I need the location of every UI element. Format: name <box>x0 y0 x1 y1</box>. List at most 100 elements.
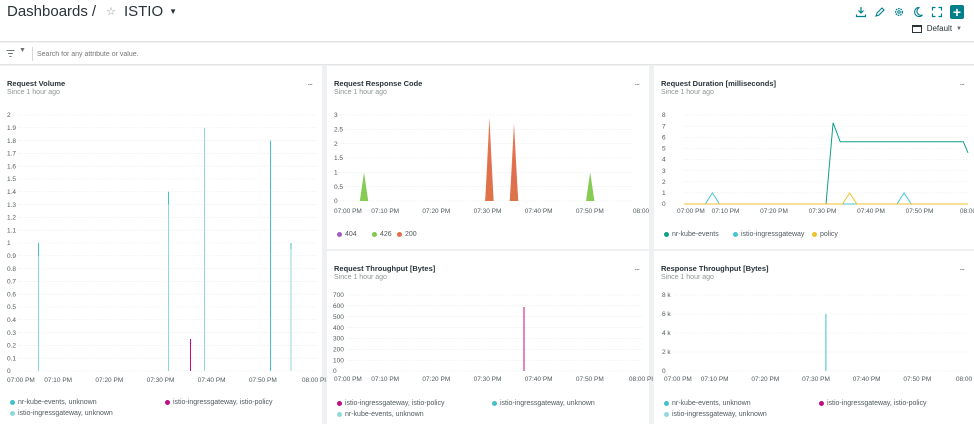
y-tick-label: 1 <box>7 240 11 247</box>
more-options-icon[interactable]: ... <box>959 77 964 87</box>
y-tick-label: 1.7 <box>7 151 16 158</box>
caret-down-icon[interactable]: ▼ <box>169 7 178 16</box>
download-icon[interactable] <box>853 4 868 19</box>
legend-item[interactable]: istio-ingressgateway, istio-policy <box>337 400 444 407</box>
legend-dot-icon <box>819 401 824 406</box>
y-tick-label: 2 k <box>662 349 671 356</box>
breadcrumb: Dashboards / ☆ ISTIO ▼ <box>7 3 177 20</box>
y-tick-label: 300 <box>333 336 344 343</box>
legend-label: istio-ingressgateway, unknown <box>672 411 767 418</box>
legend-item[interactable]: istio-ingressgateway, unknown <box>664 411 767 418</box>
y-tick-label: 0.3 <box>7 330 16 337</box>
x-tick-label: 07:00 PM <box>664 376 692 383</box>
breadcrumb-dashboards-link[interactable]: Dashboards <box>7 3 88 20</box>
legend-item[interactable]: istio-ingressgateway, unknown <box>10 410 113 417</box>
x-tick-label: 07:10 PM <box>44 377 72 384</box>
legend-dot-icon <box>664 232 669 237</box>
chevron-down-icon[interactable]: ▼ <box>19 47 26 54</box>
series-line-policy <box>684 191 968 205</box>
legend-item[interactable]: istio-ingressgateway, istio-policy <box>165 399 272 406</box>
x-tick-label: 07:10 PM <box>712 208 740 215</box>
legend-item[interactable]: nr-kube-events, unknown <box>664 400 751 407</box>
x-tick-label: 07:00 PM <box>334 376 362 383</box>
y-tick-label: 2 <box>662 179 666 186</box>
x-tick-label: 07:50 PM <box>576 376 604 383</box>
x-tick-label: 07:20 PM <box>751 376 779 383</box>
widget-subtitle: Since 1 hour ago <box>334 274 387 281</box>
toolbar: + <box>849 4 964 19</box>
legend-item[interactable]: 404 <box>337 231 357 238</box>
add-widget-button[interactable]: + <box>950 4 964 19</box>
time-picker[interactable]: Default ▼ <box>911 24 962 33</box>
legend-item[interactable]: nr-kube-events, unknown <box>337 411 424 418</box>
chart-legend: istio-ingressgateway, istio-policy istio-… <box>327 396 649 422</box>
x-tick-label: 08:00 <box>633 208 650 215</box>
legend-item[interactable]: 200 <box>397 231 417 238</box>
area-spike-200 <box>509 123 519 201</box>
x-tick-label: 07:50 PM <box>906 208 934 215</box>
y-tick-label: 1 <box>662 190 666 197</box>
star-icon[interactable]: ☆ <box>106 6 116 18</box>
x-tick-label: 07:00 PM <box>334 208 362 215</box>
widget-subtitle: Since 1 hour ago <box>661 89 714 96</box>
legend-dot-icon <box>664 412 669 417</box>
y-tick-label: 500 <box>333 314 344 321</box>
x-tick-label: 07:30 PM <box>474 208 502 215</box>
dashboard-title: ISTIO <box>123 3 164 20</box>
legend-label: nr-kube-events <box>672 231 719 238</box>
area-spike-426 <box>359 172 369 201</box>
y-tick-label: 0 <box>334 198 338 205</box>
legend-item[interactable]: istio-ingressgateway, istio-policy <box>819 400 926 407</box>
x-tick-label: 07:50 PM <box>249 377 277 384</box>
more-options-icon[interactable]: ... <box>959 262 964 272</box>
legend-label: 426 <box>380 231 392 238</box>
x-tick-label: 07:20 PM <box>422 208 450 215</box>
more-options-icon[interactable]: ... <box>634 77 639 87</box>
y-tick-label: 100 <box>333 357 344 364</box>
legend-dot-icon <box>372 232 377 237</box>
filter-icon[interactable] <box>6 49 15 58</box>
y-tick-label: 1.3 <box>7 202 16 209</box>
y-tick-label: 8 k <box>662 292 671 299</box>
request-volume-chart: 0 0.1 0.2 0.3 0.4 0.5 0.6 0.7 0.8 0.9 1 1.1 1.2 1.3 1.… <box>7 112 326 384</box>
legend-item[interactable]: 426 <box>372 231 392 238</box>
chart-legend: nr-kube-events istio-ingressgateway policy <box>654 228 974 242</box>
y-tick-label: 8 <box>662 112 666 119</box>
y-tick-label: 4 k <box>662 330 671 337</box>
search-input[interactable] <box>32 47 932 61</box>
legend-label: istio-ingressgateway, unknown <box>18 410 113 417</box>
x-tick-label: 07:30 PM <box>809 208 837 215</box>
legend-item[interactable]: policy <box>812 231 838 238</box>
chart-legend: nr-kube-events, unknown istio-ingressgate… <box>0 396 322 422</box>
x-tick-label: 07:20 PM <box>760 208 788 215</box>
chevron-down-icon: ▼ <box>956 25 962 32</box>
legend-item[interactable]: nr-kube-events <box>664 231 719 238</box>
x-tick-label: 07:40 PM <box>525 208 553 215</box>
settings-gear-icon[interactable] <box>891 4 906 19</box>
legend-item[interactable]: istio-ingressgateway <box>733 231 804 238</box>
dark-mode-moon-icon[interactable] <box>910 4 925 19</box>
x-tick-label: 08:00 PI <box>956 376 974 383</box>
y-tick-label: 5 <box>662 146 666 153</box>
legend-dot-icon <box>337 412 342 417</box>
y-tick-label: 1.4 <box>7 189 16 196</box>
y-tick-label: 4 <box>662 157 666 164</box>
legend-item[interactable]: istio-ingressgateway, unknown <box>492 400 595 407</box>
legend-label: nr-kube-events, unknown <box>345 411 424 418</box>
y-tick-label: 600 <box>333 303 344 310</box>
time-picker-label: Default <box>926 24 953 33</box>
area-spike-426 <box>586 172 595 201</box>
legend-dot-icon <box>337 232 342 237</box>
response-throughput-chart: 0 2 k 4 k 6 k 8 k 07:00 PM 07:10 PM 07:20 PM 07:… <box>662 292 974 383</box>
legend-dot-icon <box>10 400 15 405</box>
legend-item[interactable]: nr-kube-events, unknown <box>10 399 97 406</box>
y-tick-label: 6 <box>662 134 666 141</box>
legend-dot-icon <box>812 232 817 237</box>
legend-dot-icon <box>10 411 15 416</box>
x-tick-label: 07:10 PM <box>371 208 399 215</box>
fullscreen-icon[interactable] <box>929 4 944 19</box>
more-options-icon[interactable]: ... <box>634 262 639 272</box>
chart-legend: 404 426 200 <box>327 228 649 242</box>
edit-pencil-icon[interactable] <box>872 4 887 19</box>
more-options-icon[interactable]: ... <box>307 77 312 87</box>
